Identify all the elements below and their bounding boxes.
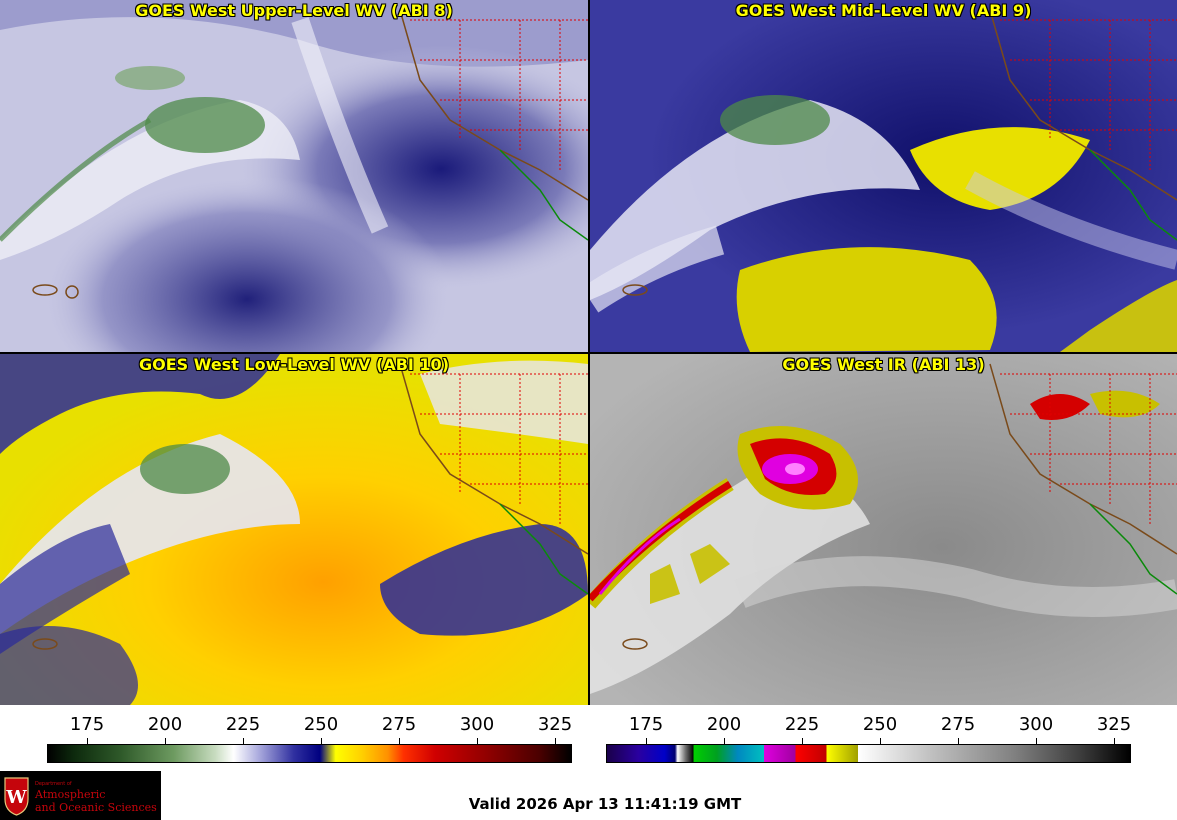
wv-tick-mark xyxy=(165,738,166,744)
ir-tick-mark xyxy=(1114,738,1115,744)
ir-colorbar xyxy=(606,744,1131,763)
panel-title: GOES West Low-Level WV (ABI 10) xyxy=(138,355,449,374)
low-level-wv-image xyxy=(0,354,588,705)
upper-level-wv-image xyxy=(0,0,588,352)
horizontal-separator xyxy=(0,352,1177,354)
ir-tick-label: 275 xyxy=(940,714,976,735)
wv-tick-label: 175 xyxy=(69,714,105,735)
wv-tick-label: 225 xyxy=(225,714,261,735)
ir-tick-mark xyxy=(646,738,647,744)
ir-tick-label: 200 xyxy=(706,714,742,735)
wv-tick-mark xyxy=(243,738,244,744)
department-logo[interactable]: W Department of Atmospheric and Oceanic … xyxy=(0,771,161,820)
low-level-wv-panel: GOES West Low-Level WV (ABI 10) xyxy=(0,354,588,705)
ir-tick-label: 225 xyxy=(784,714,820,735)
wv-tick-mark xyxy=(87,738,88,744)
valid-time: Valid 2026 Apr 13 11:41:19 GMT xyxy=(468,795,742,813)
wv-tick-mark xyxy=(399,738,400,744)
wv-tick-label: 325 xyxy=(537,714,573,735)
upper-level-wv-panel: GOES West Upper-Level WV (ABI 8) xyxy=(0,0,588,352)
ir-tick-mark xyxy=(802,738,803,744)
logo-line2-text: and Oceanic Sciences xyxy=(35,801,157,814)
wv-tick-mark xyxy=(555,738,556,744)
wv-tick-mark xyxy=(321,738,322,744)
wv-colorbar xyxy=(47,744,572,763)
logo-department-text: Department of xyxy=(35,781,72,787)
ir-tick-label: 300 xyxy=(1018,714,1054,735)
wv-tick-label: 300 xyxy=(459,714,495,735)
panel-title: GOES West IR (ABI 13) xyxy=(782,355,985,374)
wv-tick-label: 275 xyxy=(381,714,417,735)
ir-tick-label: 325 xyxy=(1096,714,1132,735)
wv-tick-label: 200 xyxy=(147,714,183,735)
panel-title: GOES West Mid-Level WV (ABI 9) xyxy=(735,1,1032,20)
logo-line1-text: Atmospheric xyxy=(35,788,106,801)
ir-tick-mark xyxy=(724,738,725,744)
ir-panel: GOES West IR (ABI 13) xyxy=(590,354,1177,705)
ir-tick-mark xyxy=(880,738,881,744)
wv-tick-label: 250 xyxy=(303,714,339,735)
ir-tick-mark xyxy=(1036,738,1037,744)
mid-level-wv-image xyxy=(590,0,1177,352)
uw-crest-icon: W xyxy=(4,777,29,816)
ir-image xyxy=(590,354,1177,705)
ir-tick-label: 175 xyxy=(628,714,664,735)
panel-title: GOES West Upper-Level WV (ABI 8) xyxy=(135,1,453,20)
mid-level-wv-panel: GOES West Mid-Level WV (ABI 9) xyxy=(590,0,1177,352)
ir-tick-label: 250 xyxy=(862,714,898,735)
svg-text:W: W xyxy=(5,787,27,808)
wv-tick-mark xyxy=(477,738,478,744)
ir-tick-mark xyxy=(958,738,959,744)
